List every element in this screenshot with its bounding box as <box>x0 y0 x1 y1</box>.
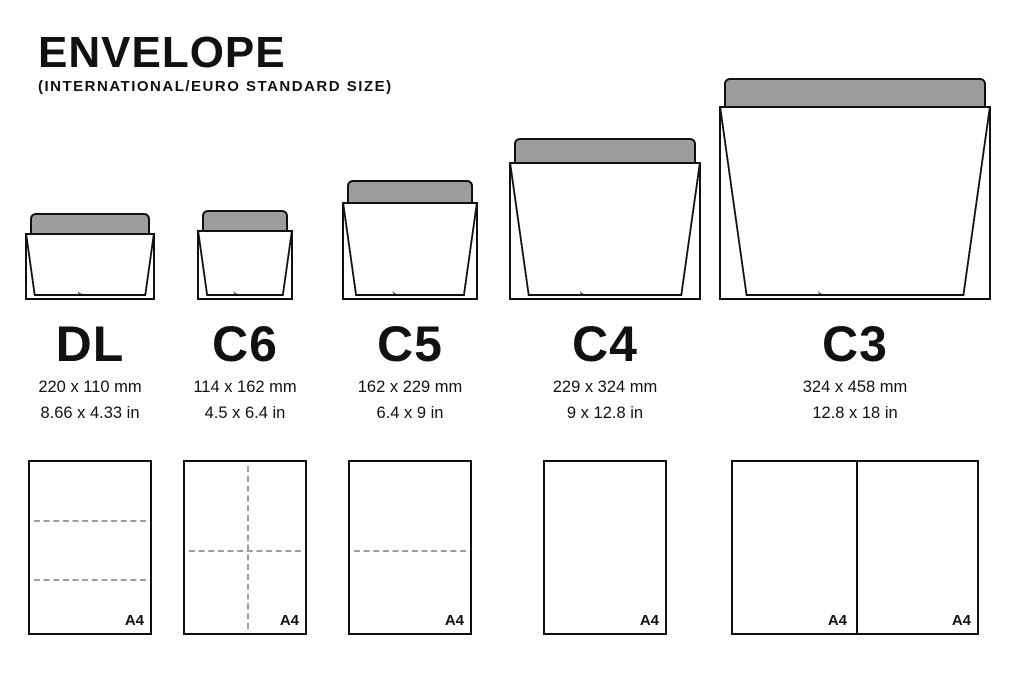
paper-fit-diagram: A4 <box>330 460 490 635</box>
envelope-c3 <box>710 100 1000 300</box>
envelope-flap <box>30 213 150 235</box>
size-inches: 6.4 x 9 in <box>330 401 490 427</box>
size-mm: 324 x 458 mm <box>710 375 1000 401</box>
envelope-flap <box>514 138 696 164</box>
size-inches: 8.66 x 4.33 in <box>20 401 160 427</box>
paper-fit-diagram: A4 A4 <box>710 460 1000 635</box>
envelope-c6 <box>175 100 315 300</box>
size-mm: 220 x 110 mm <box>20 375 160 401</box>
envelope-flap <box>724 78 986 108</box>
size-mm: 114 x 162 mm <box>175 375 315 401</box>
size-mm: 162 x 229 mm <box>330 375 490 401</box>
envelope-c4 <box>505 100 705 300</box>
fold-line-horizontal <box>34 520 146 522</box>
paper-divider <box>856 460 858 635</box>
size-code-label: C5 <box>330 315 490 373</box>
paper-size-tag: A4 <box>952 612 971 629</box>
size-code-label: C3 <box>710 315 1000 373</box>
fold-line-horizontal <box>189 550 301 552</box>
size-inches: 9 x 12.8 in <box>505 401 705 427</box>
paper-size-tag: A4 <box>280 612 299 629</box>
size-code-label: C6 <box>175 315 315 373</box>
envelope-c5 <box>330 100 490 300</box>
envelope-flap <box>347 180 473 204</box>
envelope-body <box>342 204 478 300</box>
paper-fit-diagram: A4 <box>505 460 705 635</box>
size-code-label: C4 <box>505 315 705 373</box>
paper-size-tag: A4 <box>125 612 144 629</box>
page-title: ENVELOPE <box>38 28 286 78</box>
fold-line-horizontal <box>34 579 146 581</box>
size-dimensions: 114 x 162 mm4.5 x 6.4 in <box>175 375 315 426</box>
size-dimensions: 220 x 110 mm8.66 x 4.33 in <box>20 375 160 426</box>
paper-size-tag: A4 <box>828 612 847 629</box>
size-dimensions: 324 x 458 mm12.8 x 18 in <box>710 375 1000 426</box>
size-dimensions: 162 x 229 mm6.4 x 9 in <box>330 375 490 426</box>
paper-fit-diagram: A4 <box>20 460 160 635</box>
size-mm: 229 x 324 mm <box>505 375 705 401</box>
size-inches: 12.8 x 18 in <box>710 401 1000 427</box>
envelope-body <box>25 235 155 300</box>
envelope-body <box>197 232 293 300</box>
size-inches: 4.5 x 6.4 in <box>175 401 315 427</box>
size-code-label: DL <box>20 315 160 373</box>
fold-line-horizontal <box>354 550 466 552</box>
envelope-size-infographic: ENVELOPE (INTERNATIONAL/EURO STANDARD SI… <box>0 0 1024 686</box>
envelope-body <box>719 108 991 300</box>
paper-fit-diagram: A4 <box>175 460 315 635</box>
envelope-body <box>509 164 701 300</box>
fold-line-vertical <box>247 466 249 629</box>
page-subtitle: (INTERNATIONAL/EURO STANDARD SIZE) <box>38 78 393 95</box>
paper-size-tag: A4 <box>445 612 464 629</box>
paper-size-tag: A4 <box>640 612 659 629</box>
size-dimensions: 229 x 324 mm9 x 12.8 in <box>505 375 705 426</box>
envelope-flap <box>202 210 288 232</box>
envelope-dl <box>20 100 160 300</box>
